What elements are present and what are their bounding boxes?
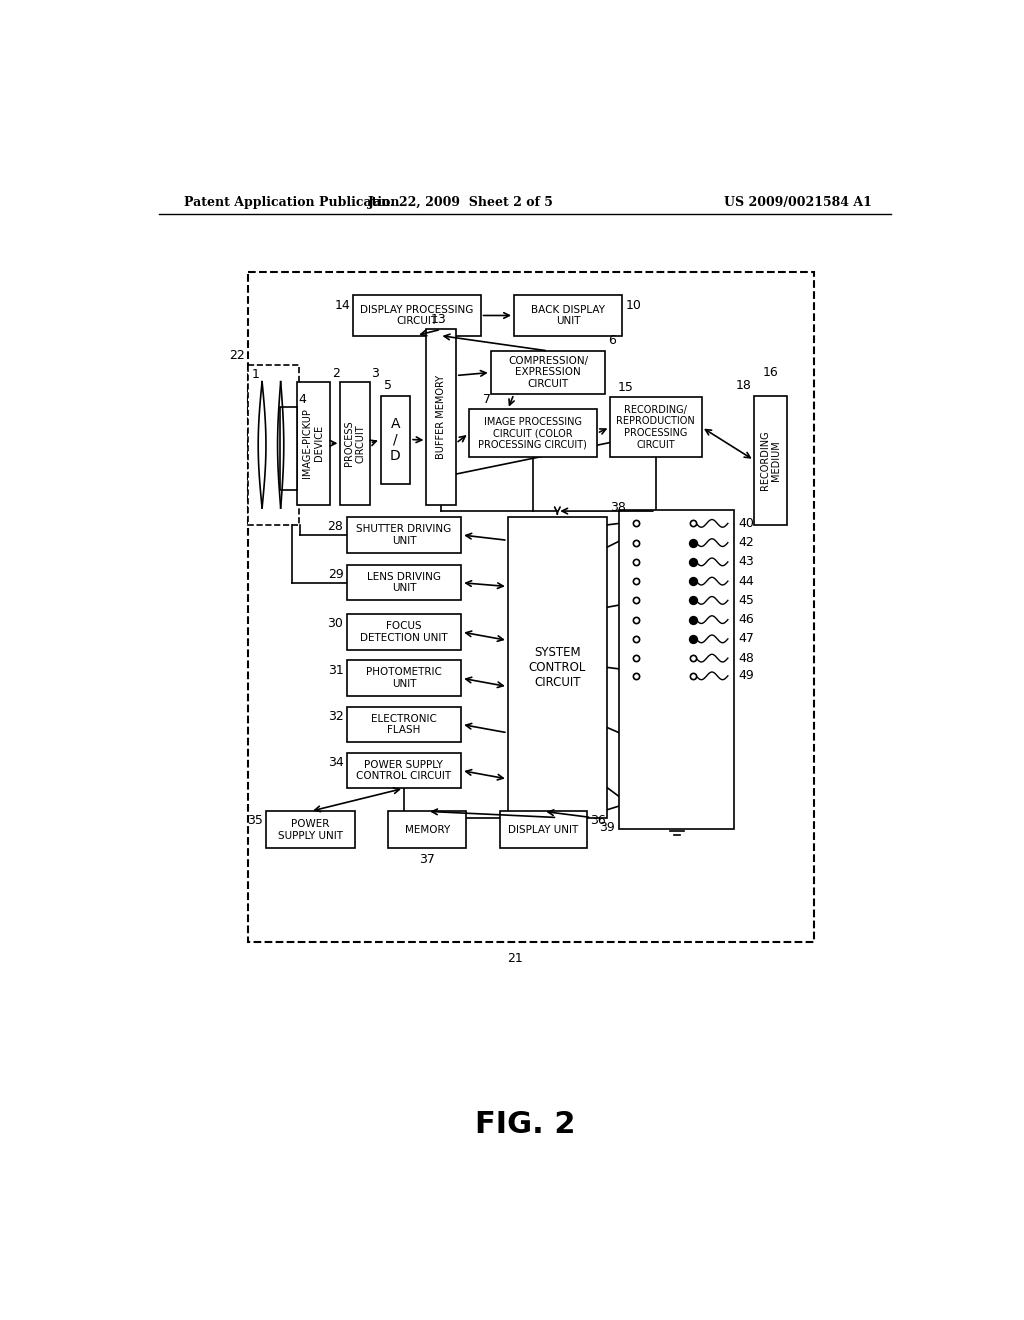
Text: 21: 21 <box>508 952 523 965</box>
Text: LENS DRIVING
UNIT: LENS DRIVING UNIT <box>367 572 441 594</box>
Text: 22: 22 <box>229 348 245 362</box>
Bar <box>352 296 480 335</box>
Bar <box>490 351 605 395</box>
Text: POWER
SUPPLY UNIT: POWER SUPPLY UNIT <box>278 818 343 841</box>
Text: 44: 44 <box>738 574 755 587</box>
Text: BACK DISPLAY
UNIT: BACK DISPLAY UNIT <box>531 305 605 326</box>
Text: 10: 10 <box>626 298 641 312</box>
Bar <box>620 510 734 829</box>
Text: Jan. 22, 2009  Sheet 2 of 5: Jan. 22, 2009 Sheet 2 of 5 <box>369 195 554 209</box>
Text: 45: 45 <box>738 594 755 607</box>
Bar <box>346 614 461 649</box>
Bar <box>610 397 701 457</box>
Text: 39: 39 <box>599 821 615 834</box>
Text: 28: 28 <box>328 520 343 533</box>
Text: RECORDING
MEDIUM: RECORDING MEDIUM <box>760 430 781 490</box>
Text: 1: 1 <box>252 368 260 381</box>
Text: IMAGE-PICKUP
DEVICE: IMAGE-PICKUP DEVICE <box>302 408 324 478</box>
Text: 47: 47 <box>738 632 755 645</box>
Text: FIG. 2: FIG. 2 <box>474 1110 575 1139</box>
Text: 37: 37 <box>419 853 435 866</box>
Bar <box>346 706 461 742</box>
Text: 15: 15 <box>617 381 634 395</box>
Bar <box>340 381 370 506</box>
Text: MEMORY: MEMORY <box>404 825 450 834</box>
Text: POWER SUPPLY
CONTROL CIRCUIT: POWER SUPPLY CONTROL CIRCUIT <box>356 760 452 781</box>
Text: 30: 30 <box>328 618 343 631</box>
Text: SYSTEM
CONTROL
CIRCUIT: SYSTEM CONTROL CIRCUIT <box>528 645 586 689</box>
Bar <box>508 517 607 817</box>
Text: 2: 2 <box>332 367 340 380</box>
Text: COMPRESSION/
EXPRESSION
CIRCUIT: COMPRESSION/ EXPRESSION CIRCUIT <box>508 356 588 389</box>
Text: 5: 5 <box>384 379 392 392</box>
Text: 14: 14 <box>335 298 350 312</box>
Text: 35: 35 <box>247 814 263 828</box>
Text: 4: 4 <box>299 392 306 405</box>
Text: 38: 38 <box>610 502 626 515</box>
Text: BUFFER MEMORY: BUFFER MEMORY <box>436 375 446 459</box>
Bar <box>381 396 410 484</box>
Bar <box>280 407 297 490</box>
Text: 43: 43 <box>738 556 755 569</box>
Text: DISPLAY PROCESSING
CIRCUIT: DISPLAY PROCESSING CIRCUIT <box>360 305 473 326</box>
Text: 48: 48 <box>738 652 755 665</box>
Text: SHUTTER DRIVING
UNIT: SHUTTER DRIVING UNIT <box>356 524 452 545</box>
Text: PHOTOMETRIC
UNIT: PHOTOMETRIC UNIT <box>366 668 441 689</box>
Bar <box>346 517 461 553</box>
Text: 46: 46 <box>738 612 755 626</box>
Text: 18: 18 <box>735 379 751 392</box>
Text: US 2009/0021584 A1: US 2009/0021584 A1 <box>724 195 872 209</box>
Text: 49: 49 <box>738 669 755 682</box>
Text: 36: 36 <box>590 814 605 828</box>
Text: FOCUS
DETECTION UNIT: FOCUS DETECTION UNIT <box>360 622 447 643</box>
Bar <box>248 272 814 942</box>
Bar <box>500 812 587 849</box>
Bar <box>755 396 786 525</box>
Text: Patent Application Publication: Patent Application Publication <box>183 195 399 209</box>
Text: DISPLAY UNIT: DISPLAY UNIT <box>508 825 579 834</box>
Text: ELECTRONIC
FLASH: ELECTRONIC FLASH <box>371 714 437 735</box>
Text: 3: 3 <box>372 367 379 380</box>
Text: 42: 42 <box>738 536 755 549</box>
Text: 13: 13 <box>430 313 446 326</box>
Text: 32: 32 <box>328 710 343 723</box>
Bar <box>346 565 461 601</box>
Text: 34: 34 <box>328 756 343 770</box>
Text: 6: 6 <box>608 334 616 347</box>
Text: 40: 40 <box>738 517 755 529</box>
Bar <box>346 660 461 696</box>
Bar <box>248 364 299 525</box>
Bar <box>266 812 355 849</box>
Text: IMAGE PROCESSING
CIRCUIT (COLOR
PROCESSING CIRCUIT): IMAGE PROCESSING CIRCUIT (COLOR PROCESSI… <box>478 417 588 450</box>
Bar <box>514 296 623 335</box>
Bar <box>469 409 597 457</box>
Text: 31: 31 <box>328 664 343 677</box>
Bar <box>426 330 456 504</box>
Text: RECORDING/
REPRODUCTION
PROCESSING
CIRCUIT: RECORDING/ REPRODUCTION PROCESSING CIRCU… <box>616 405 695 450</box>
Text: 16: 16 <box>763 366 778 379</box>
Text: PROCESS
CIRCUIT: PROCESS CIRCUIT <box>344 421 366 466</box>
Text: 29: 29 <box>328 568 343 581</box>
Text: A
/
D: A / D <box>390 417 400 463</box>
Bar <box>388 812 466 849</box>
Text: 7: 7 <box>483 393 490 407</box>
Bar <box>297 381 330 506</box>
Bar <box>346 752 461 788</box>
